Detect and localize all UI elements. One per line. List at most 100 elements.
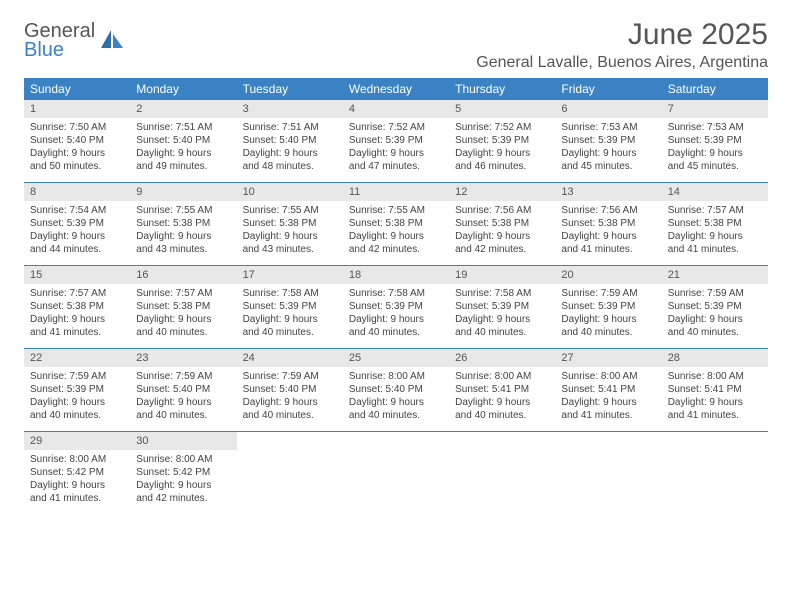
daylight-text: Daylight: 9 hours and 40 minutes. [243, 313, 337, 339]
sunrise-text: Sunrise: 7:52 AM [455, 121, 549, 134]
week-row: 22Sunrise: 7:59 AMSunset: 5:39 PMDayligh… [24, 349, 768, 432]
sunset-text: Sunset: 5:38 PM [349, 217, 443, 230]
day-cell: 17Sunrise: 7:58 AMSunset: 5:39 PMDayligh… [237, 266, 343, 348]
daylight-text: Daylight: 9 hours and 43 minutes. [136, 230, 230, 256]
sunset-text: Sunset: 5:40 PM [30, 134, 124, 147]
day-number: 28 [662, 349, 768, 367]
day-number: 19 [449, 266, 555, 284]
day-content: Sunrise: 7:57 AMSunset: 5:38 PMDaylight:… [24, 284, 130, 345]
daylight-text: Daylight: 9 hours and 49 minutes. [136, 147, 230, 173]
sunset-text: Sunset: 5:39 PM [455, 134, 549, 147]
sunrise-text: Sunrise: 7:56 AM [561, 204, 655, 217]
logo-text-line2: Blue [24, 39, 64, 61]
day-number: 12 [449, 183, 555, 201]
sunset-text: Sunset: 5:39 PM [30, 383, 124, 396]
sunrise-text: Sunrise: 7:58 AM [243, 287, 337, 300]
sunset-text: Sunset: 5:39 PM [668, 134, 762, 147]
day-cell: 5 Sunrise: 7:52 AMSunset: 5:39 PMDaylight… [449, 100, 555, 182]
daylight-text: Daylight: 9 hours and 41 minutes. [668, 396, 762, 422]
day-content: Sunrise: 7:55 AMSunset: 5:38 PMDaylight:… [130, 201, 236, 262]
day-number: 16 [130, 266, 236, 284]
sunrise-text: Sunrise: 7:59 AM [30, 370, 124, 383]
day-content: Sunrise: 8:00 AMSunset: 5:41 PMDaylight:… [449, 367, 555, 428]
day-content: Sunrise: 7:55 AMSunset: 5:38 PMDaylight:… [237, 201, 343, 262]
day-content: Sunrise: 8:00 AMSunset: 5:41 PMDaylight:… [662, 367, 768, 428]
daylight-text: Daylight: 9 hours and 41 minutes. [30, 313, 124, 339]
week-row: 1Sunrise: 7:50 AMSunset: 5:40 PMDaylight… [24, 100, 768, 183]
day-cell: 23Sunrise: 7:59 AMSunset: 5:40 PMDayligh… [130, 349, 236, 431]
day-number: 18 [343, 266, 449, 284]
day-header: Sunday [24, 78, 130, 100]
week-row: 29Sunrise: 8:00 AMSunset: 5:42 PMDayligh… [24, 432, 768, 514]
day-number: 30 [130, 432, 236, 450]
sunrise-text: Sunrise: 7:51 AM [136, 121, 230, 134]
day-content: Sunrise: 7:56 AMSunset: 5:38 PMDaylight:… [449, 201, 555, 262]
sunset-text: Sunset: 5:38 PM [455, 217, 549, 230]
day-number: 13 [555, 183, 661, 201]
sunrise-text: Sunrise: 7:57 AM [668, 204, 762, 217]
day-header: Friday [555, 78, 661, 100]
sunrise-text: Sunrise: 7:59 AM [668, 287, 762, 300]
day-cell: 8Sunrise: 7:54 AMSunset: 5:39 PMDaylight… [24, 183, 130, 265]
day-content: Sunrise: 7:51 AMSunset: 5:40 PMDaylight:… [130, 118, 236, 179]
day-content: Sunrise: 7:55 AMSunset: 5:38 PMDaylight:… [343, 201, 449, 262]
sunrise-text: Sunrise: 7:57 AM [136, 287, 230, 300]
daylight-text: Daylight: 9 hours and 42 minutes. [349, 230, 443, 256]
day-number: 5 [449, 100, 555, 118]
day-content: Sunrise: 7:56 AMSunset: 5:38 PMDaylight:… [555, 201, 661, 262]
week-row: 8Sunrise: 7:54 AMSunset: 5:39 PMDaylight… [24, 183, 768, 266]
sunset-text: Sunset: 5:39 PM [561, 134, 655, 147]
sunrise-text: Sunrise: 7:57 AM [30, 287, 124, 300]
day-number: 14 [662, 183, 768, 201]
weeks-container: 1Sunrise: 7:50 AMSunset: 5:40 PMDaylight… [24, 100, 768, 514]
sunset-text: Sunset: 5:39 PM [349, 300, 443, 313]
day-cell: 4Sunrise: 7:52 AMSunset: 5:39 PMDaylight… [343, 100, 449, 182]
day-number: 11 [343, 183, 449, 201]
sunrise-text: Sunrise: 7:53 AM [561, 121, 655, 134]
day-cell: 7Sunrise: 7:53 AMSunset: 5:39 PMDaylight… [662, 100, 768, 182]
day-cell: 11Sunrise: 7:55 AMSunset: 5:38 PMDayligh… [343, 183, 449, 265]
day-cell: 28Sunrise: 8:00 AMSunset: 5:41 PMDayligh… [662, 349, 768, 431]
sunrise-text: Sunrise: 7:54 AM [30, 204, 124, 217]
day-number: 20 [555, 266, 661, 284]
empty-cell [343, 432, 449, 514]
day-number: 15 [24, 266, 130, 284]
day-number: 2 [130, 100, 236, 118]
day-content: Sunrise: 8:00 AMSunset: 5:42 PMDaylight:… [130, 450, 236, 511]
day-cell: 20Sunrise: 7:59 AMSunset: 5:39 PMDayligh… [555, 266, 661, 348]
day-content: Sunrise: 8:00 AMSunset: 5:42 PMDaylight:… [24, 450, 130, 511]
day-content: Sunrise: 7:53 AMSunset: 5:39 PMDaylight:… [662, 118, 768, 179]
day-content: Sunrise: 7:54 AMSunset: 5:39 PMDaylight:… [24, 201, 130, 262]
sunrise-text: Sunrise: 7:50 AM [30, 121, 124, 134]
day-cell: 6Sunrise: 7:53 AMSunset: 5:39 PMDaylight… [555, 100, 661, 182]
sunset-text: Sunset: 5:38 PM [243, 217, 337, 230]
daylight-text: Daylight: 9 hours and 41 minutes. [561, 230, 655, 256]
daylight-text: Daylight: 9 hours and 42 minutes. [136, 479, 230, 505]
daylight-text: Daylight: 9 hours and 41 minutes. [30, 479, 124, 505]
day-header: Wednesday [343, 78, 449, 100]
day-content: Sunrise: 7:58 AMSunset: 5:39 PMDaylight:… [449, 284, 555, 345]
logo-text: General Blue [24, 22, 95, 60]
sunset-text: Sunset: 5:38 PM [668, 217, 762, 230]
daylight-text: Daylight: 9 hours and 40 minutes. [349, 313, 443, 339]
daylight-text: Daylight: 9 hours and 45 minutes. [561, 147, 655, 173]
daylight-text: Daylight: 9 hours and 42 minutes. [455, 230, 549, 256]
day-header: Saturday [662, 78, 768, 100]
sunrise-text: Sunrise: 7:59 AM [243, 370, 337, 383]
day-cell: 29Sunrise: 8:00 AMSunset: 5:42 PMDayligh… [24, 432, 130, 514]
daylight-text: Daylight: 9 hours and 41 minutes. [668, 230, 762, 256]
daylight-text: Daylight: 9 hours and 40 minutes. [668, 313, 762, 339]
daylight-text: Daylight: 9 hours and 40 minutes. [561, 313, 655, 339]
sunset-text: Sunset: 5:38 PM [561, 217, 655, 230]
day-content: Sunrise: 7:58 AMSunset: 5:39 PMDaylight:… [343, 284, 449, 345]
sunrise-text: Sunrise: 7:53 AM [668, 121, 762, 134]
sunset-text: Sunset: 5:39 PM [349, 134, 443, 147]
daylight-text: Daylight: 9 hours and 48 minutes. [243, 147, 337, 173]
sunrise-text: Sunrise: 8:00 AM [561, 370, 655, 383]
day-number: 10 [237, 183, 343, 201]
sunset-text: Sunset: 5:42 PM [136, 466, 230, 479]
daylight-text: Daylight: 9 hours and 46 minutes. [455, 147, 549, 173]
day-number: 17 [237, 266, 343, 284]
day-cell: 2Sunrise: 7:51 AMSunset: 5:40 PMDaylight… [130, 100, 236, 182]
day-number: 4 [343, 100, 449, 118]
